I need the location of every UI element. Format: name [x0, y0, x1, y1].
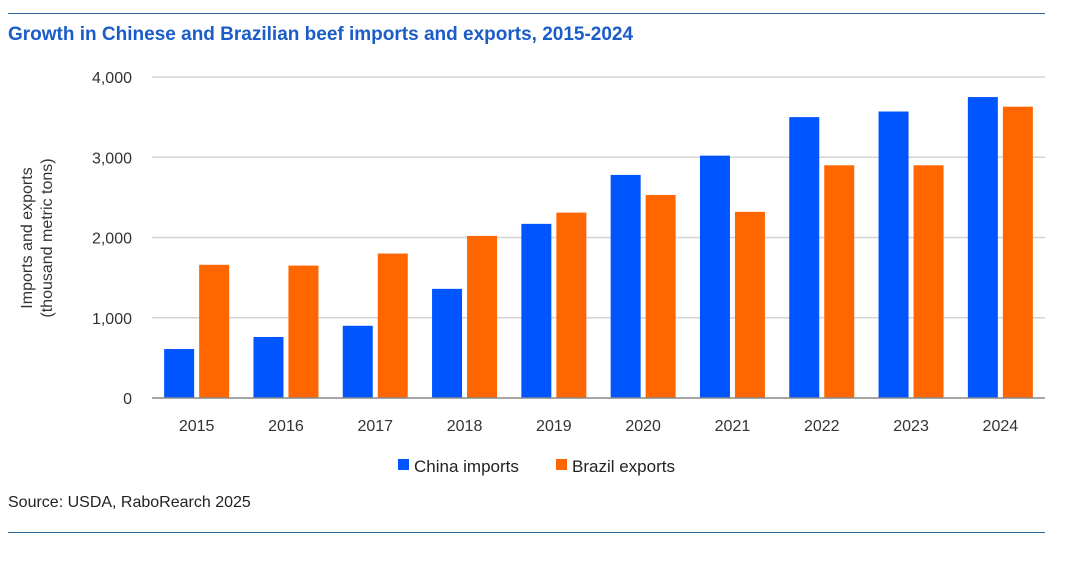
bottom-divider	[8, 532, 1045, 533]
legend-label: China imports	[414, 457, 519, 476]
bar-brazil-exports-2021	[734, 211, 765, 398]
x-tick-label: 2015	[179, 418, 215, 435]
bar-brazil-exports-2017	[377, 253, 408, 398]
x-tick-label: 2016	[268, 418, 304, 435]
bar-brazil-exports-2019	[556, 212, 587, 398]
bar-brazil-exports-2016	[288, 265, 319, 398]
bar-brazil-exports-2022	[824, 165, 855, 398]
x-tick-label: 2021	[715, 418, 751, 435]
bar-china-imports-2015	[164, 349, 195, 398]
x-tick-label: 2020	[625, 418, 661, 435]
y-tick-label: 3,000	[92, 150, 132, 167]
top-divider	[8, 13, 1045, 14]
x-tick-label: 2018	[447, 418, 483, 435]
y-tick-label: 2,000	[92, 231, 132, 248]
chart-title: Growth in Chinese and Brazilian beef imp…	[8, 24, 634, 45]
y-axis-label-line: (thousand metric tons)	[39, 158, 56, 317]
legend-swatch	[556, 459, 567, 470]
y-tick-label: 1,000	[92, 311, 132, 328]
bar-china-imports-2023	[878, 111, 909, 398]
x-tick-label: 2017	[357, 418, 393, 435]
bar-brazil-exports-2023	[913, 165, 944, 398]
legend-label: Brazil exports	[572, 457, 675, 476]
bar-china-imports-2017	[342, 325, 373, 398]
x-tick-label: 2024	[983, 418, 1019, 435]
bar-brazil-exports-2015	[199, 264, 230, 398]
bar-brazil-exports-2018	[467, 235, 498, 398]
bar-china-imports-2020	[610, 174, 641, 398]
bar-china-imports-2022	[789, 117, 820, 398]
y-axis-label-line: Imports and exports	[19, 167, 36, 308]
bar-china-imports-2024	[967, 97, 998, 398]
bar-brazil-exports-2020	[645, 194, 676, 398]
x-tick-label: 2023	[893, 418, 929, 435]
bar-china-imports-2021	[699, 155, 730, 398]
y-tick-label: 0	[123, 391, 132, 408]
bar-china-imports-2016	[253, 337, 284, 398]
x-tick-label: 2019	[536, 418, 572, 435]
bar-china-imports-2018	[432, 288, 463, 398]
legend-swatch	[398, 459, 409, 470]
y-tick-label: 4,000	[92, 70, 132, 87]
source-note: Source: USDA, RaboRearch 2025	[8, 494, 251, 511]
bar-china-imports-2019	[521, 223, 552, 398]
bar-brazil-exports-2024	[1002, 106, 1033, 398]
x-tick-label: 2022	[804, 418, 840, 435]
y-axis-label: Imports and exports (thousand metric tons…	[19, 158, 56, 317]
